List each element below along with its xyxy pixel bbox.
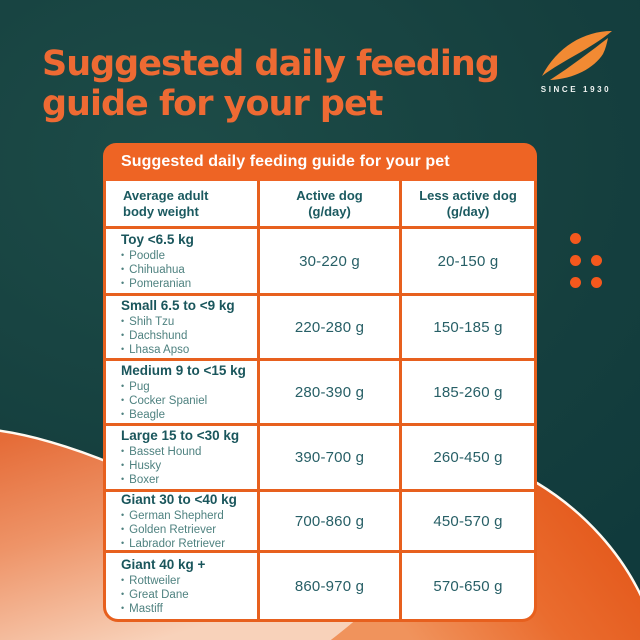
less-active-dog-cell: 450-570 g	[399, 492, 534, 551]
row-category: Small 6.5 to <9 kg	[121, 297, 235, 313]
row-breed-list: German ShepherdGolden RetrieverLabrador …	[121, 509, 253, 551]
weight-category-cell: Medium 9 to <15 kg PugCocker SpanielBeag…	[106, 361, 257, 423]
decor-dot	[570, 233, 581, 244]
row-category: Giant 30 to <40 kg	[121, 492, 237, 507]
page-title: Suggested daily feeding guide for your p…	[42, 44, 562, 124]
row-active-value: 280-390 g	[294, 383, 365, 401]
row-active-value: 390-700 g	[294, 449, 365, 466]
row-category: Giant 40 kg +	[121, 556, 206, 572]
row-less-active-value: 185-260 g	[433, 383, 503, 401]
row-breed-list: PugCocker SpanielBeagle	[121, 380, 253, 422]
breed-item: Dachshund	[121, 329, 253, 343]
active-dog-cell: 390-700 g	[257, 426, 399, 489]
table-row: Giant 40 kg + RottweilerGreat DaneMastif…	[106, 550, 534, 619]
table-row: Small 6.5 to <9 kg Shih TzuDachshundLhas…	[106, 293, 534, 358]
row-active-value: 220-280 g	[294, 318, 365, 336]
decor-dot	[570, 255, 581, 266]
breed-item: Pug	[121, 380, 253, 394]
active-dog-cell: 700-860 g	[257, 492, 399, 551]
breed-item: Boxer	[121, 473, 253, 487]
decor-dot	[570, 277, 581, 288]
row-active-value: 700-860 g	[294, 513, 365, 530]
table-row: Giant 30 to <40 kg German ShepherdGolden…	[106, 489, 534, 551]
table-title: Suggested daily feeding guide for your p…	[121, 153, 450, 170]
breed-item: Pomeranian	[121, 277, 253, 291]
decor-dot	[591, 255, 602, 266]
column-header-active-dog: Active dog (g/day)	[257, 181, 399, 226]
leaf-swoosh-icon	[542, 31, 612, 80]
less-active-dog-cell: 260-450 g	[399, 426, 534, 489]
weight-category-cell: Large 15 to <30 kg Basset HoundHuskyBoxe…	[106, 426, 257, 489]
row-category: Large 15 to <30 kg	[121, 428, 240, 443]
table-row: Medium 9 to <15 kg PugCocker SpanielBeag…	[106, 358, 534, 423]
row-category: Medium 9 to <15 kg	[121, 362, 246, 378]
breed-item: Labrador Retriever	[121, 537, 253, 551]
row-less-active-value: 450-570 g	[433, 513, 503, 530]
column-header-body-weight: Average adult body weight	[123, 187, 209, 219]
row-active-value: 860-970 g	[294, 577, 365, 595]
table-grid: Average adult body weight Active dog (g/…	[103, 181, 537, 622]
row-breed-list: Basset HoundHuskyBoxer	[121, 445, 253, 487]
brand-logo: SINCE 1930	[536, 29, 616, 94]
breed-item: German Shepherd	[121, 509, 253, 523]
breed-item: Golden Retriever	[121, 523, 253, 537]
breed-item: Beagle	[121, 408, 253, 422]
active-dog-cell: 220-280 g	[257, 296, 399, 358]
feeding-guide-table: Suggested daily feeding guide for your p…	[103, 143, 537, 622]
table-row: Large 15 to <30 kg Basset HoundHuskyBoxe…	[106, 423, 534, 489]
column-header-less-active-dog: Less active dog (g/day)	[399, 181, 534, 226]
table-title-bar: Suggested daily feeding guide for your p…	[103, 143, 537, 181]
breed-item: Shih Tzu	[121, 315, 253, 329]
row-category: Toy <6.5 kg	[121, 231, 194, 247]
row-breed-list: RottweilerGreat DaneMastiff	[121, 574, 253, 616]
breed-item: Rottweiler	[121, 574, 253, 588]
row-breed-list: Shih TzuDachshundLhasa Apso	[121, 315, 253, 357]
breed-item: Lhasa Apso	[121, 343, 253, 357]
active-dog-cell: 860-970 g	[257, 553, 399, 619]
breed-item: Husky	[121, 459, 253, 473]
row-breed-list: PoodleChihuahuaPomeranian	[121, 249, 253, 291]
breed-item: Poodle	[121, 249, 253, 263]
weight-category-cell: Small 6.5 to <9 kg Shih TzuDachshundLhas…	[106, 296, 257, 358]
breed-item: Chihuahua	[121, 263, 253, 277]
breed-item: Cocker Spaniel	[121, 394, 253, 408]
row-less-active-value: 150-185 g	[433, 318, 503, 336]
table-row: Toy <6.5 kg PoodleChihuahuaPomeranian 30…	[106, 226, 534, 293]
weight-category-cell: Giant 30 to <40 kg German ShepherdGolden…	[106, 492, 257, 551]
less-active-dog-cell: 185-260 g	[399, 361, 534, 423]
row-active-value: 30-220 g	[299, 252, 360, 270]
weight-category-cell: Toy <6.5 kg PoodleChihuahuaPomeranian	[106, 229, 257, 293]
active-dog-cell: 280-390 g	[257, 361, 399, 423]
less-active-dog-cell: 570-650 g	[399, 553, 534, 619]
decor-dot	[591, 277, 602, 288]
brand-tagline: SINCE 1930	[540, 85, 612, 94]
page-title-line2: guide for your pet	[42, 84, 383, 124]
table-header-row: Average adult body weight Active dog (g/…	[106, 181, 534, 226]
less-active-dog-cell: 150-185 g	[399, 296, 534, 358]
breed-item: Mastiff	[121, 602, 253, 616]
row-less-active-value: 570-650 g	[433, 577, 503, 595]
weight-category-cell: Giant 40 kg + RottweilerGreat DaneMastif…	[106, 553, 257, 619]
active-dog-cell: 30-220 g	[257, 229, 399, 293]
breed-item: Great Dane	[121, 588, 253, 602]
less-active-dog-cell: 20-150 g	[399, 229, 534, 293]
row-less-active-value: 260-450 g	[433, 449, 503, 466]
breed-item: Basset Hound	[121, 445, 253, 459]
row-less-active-value: 20-150 g	[437, 252, 499, 270]
page-title-line1: Suggested daily feeding	[42, 44, 500, 84]
